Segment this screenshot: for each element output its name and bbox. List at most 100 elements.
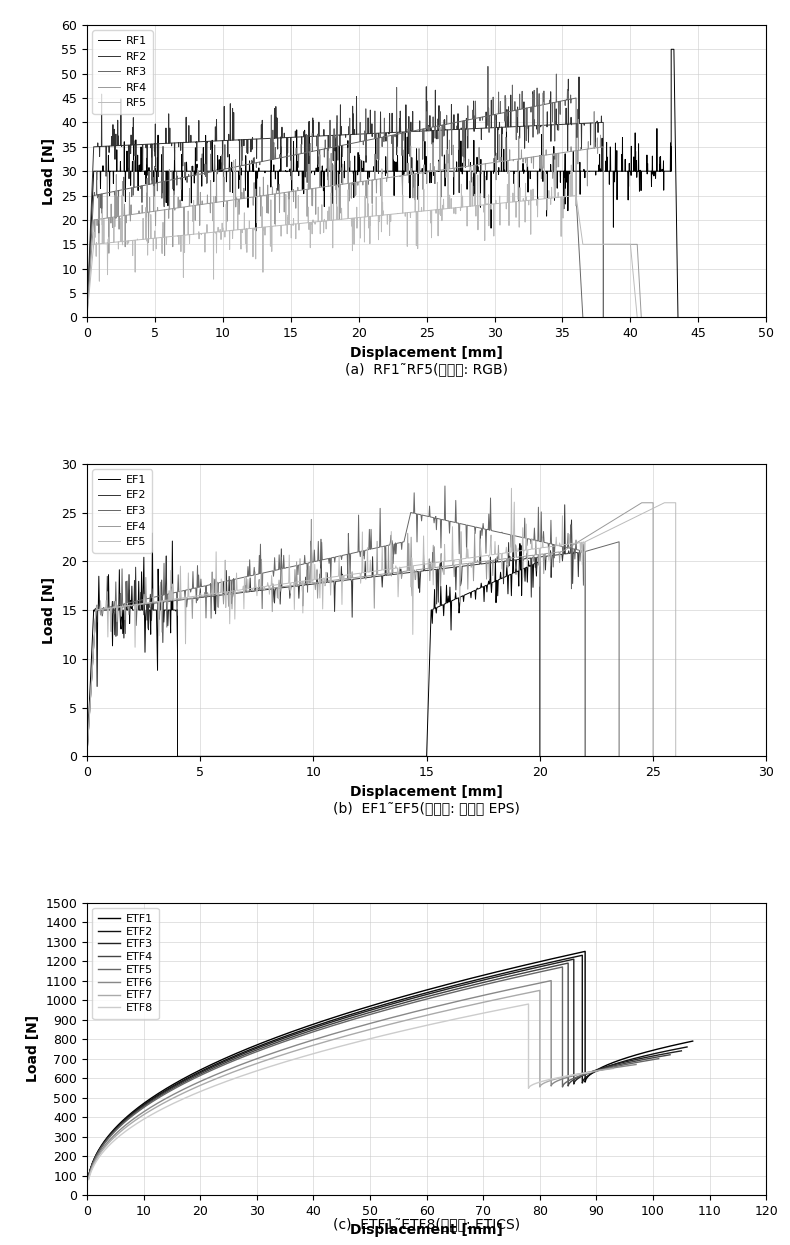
RF4 (398, 168, 408, 183)
ETF8 (540, 1073, 549, 1088)
EF5 (146, 595, 156, 610)
ETF7 (84, 1172, 93, 1186)
Line: RF2: RF2 (87, 77, 604, 317)
ETF3 (600, 1059, 610, 1074)
ETF8 (401, 1023, 410, 1038)
EF2 (161, 549, 171, 564)
EF3 (512, 529, 521, 544)
EF1 (366, 748, 375, 763)
EF3 (615, 748, 624, 763)
ETF7 (408, 1011, 418, 1026)
Line: RF5: RF5 (87, 156, 638, 317)
ETF8 (524, 996, 533, 1011)
Y-axis label: Load [N]: Load [N] (42, 576, 56, 644)
EF4 (327, 573, 337, 588)
Line: ETF1: ETF1 (88, 951, 693, 1177)
EF4 (637, 496, 646, 510)
Line: ETF5: ETF5 (88, 967, 659, 1177)
EF1 (146, 626, 156, 641)
RF3 (420, 121, 430, 136)
ETF1 (611, 1055, 621, 1069)
EF3 (389, 537, 399, 552)
ETF6 (550, 1074, 559, 1089)
ETF2 (439, 981, 449, 996)
EF5 (506, 481, 516, 496)
ETF5 (585, 1066, 595, 1081)
RF1 (344, 163, 354, 178)
ETF1 (581, 944, 590, 959)
RF4 (82, 310, 92, 325)
ETF8 (542, 1073, 551, 1088)
Line: RF3: RF3 (87, 66, 583, 317)
ETF8 (562, 1068, 572, 1083)
ETF3 (596, 1061, 605, 1076)
EF3 (579, 544, 589, 559)
RF1 (630, 163, 639, 178)
ETF7 (608, 1061, 618, 1076)
ETF7 (581, 1066, 590, 1081)
Legend: ETF1, ETF2, ETF3, ETF4, ETF5, ETF6, ETF7, ETF8: ETF1, ETF2, ETF3, ETF4, ETF5, ETF6, ETF7… (92, 908, 159, 1018)
Y-axis label: Load [N]: Load [N] (26, 1016, 40, 1082)
EF1 (148, 525, 157, 540)
EF1 (318, 748, 328, 763)
EF3 (313, 554, 322, 569)
ETF5 (581, 1066, 591, 1081)
RF5 (633, 310, 642, 325)
EF3 (440, 478, 450, 493)
ETF7 (538, 1077, 547, 1092)
ETF2 (84, 1169, 93, 1184)
ETF1 (647, 1043, 656, 1058)
RF3 (491, 107, 500, 122)
EF2 (581, 748, 590, 763)
RF1 (673, 310, 683, 325)
ETF7 (535, 982, 544, 997)
ETF4 (563, 956, 573, 971)
RF2 (241, 132, 250, 147)
ETF5 (562, 1074, 571, 1089)
RF1 (82, 310, 92, 325)
RF4 (190, 198, 200, 213)
RF5 (540, 148, 549, 163)
RF4 (637, 310, 646, 325)
EF5 (466, 550, 476, 565)
RF5 (300, 215, 310, 230)
RF5 (82, 310, 92, 325)
EF3 (290, 559, 299, 574)
ETF1 (441, 977, 450, 992)
ETF3 (84, 1169, 93, 1184)
ETF2 (231, 1048, 240, 1063)
ETF5 (84, 1169, 93, 1184)
ETF6 (599, 1062, 608, 1077)
ETF2 (581, 1069, 591, 1084)
Line: ETF4: ETF4 (88, 964, 670, 1177)
ETF2 (604, 1058, 613, 1073)
ETF6 (631, 1057, 641, 1072)
ETF3 (676, 1043, 686, 1058)
RF1 (96, 163, 106, 178)
EF1 (82, 748, 92, 763)
Line: ETF7: ETF7 (88, 990, 613, 1179)
RF3 (365, 132, 374, 147)
ETF5 (617, 1058, 626, 1073)
ETF4 (589, 1064, 598, 1079)
ETF8 (586, 1064, 596, 1079)
RF1 (468, 163, 478, 178)
ETF3 (635, 1051, 645, 1066)
ETF2 (577, 947, 587, 962)
RF2 (599, 310, 608, 325)
ETF4 (626, 1055, 636, 1069)
EF4 (82, 748, 92, 763)
EF4 (604, 515, 613, 530)
EF2 (560, 497, 570, 512)
EF1 (146, 590, 156, 605)
ETF2 (642, 1048, 652, 1063)
Line: RF1: RF1 (87, 50, 678, 317)
EF4 (385, 565, 394, 580)
EF1 (535, 748, 544, 763)
ETF5 (224, 1056, 234, 1071)
ETF4 (567, 1073, 577, 1088)
ETF3 (569, 951, 578, 966)
Line: EF1: EF1 (87, 533, 540, 756)
RF3 (82, 310, 92, 325)
EF5 (495, 547, 504, 561)
